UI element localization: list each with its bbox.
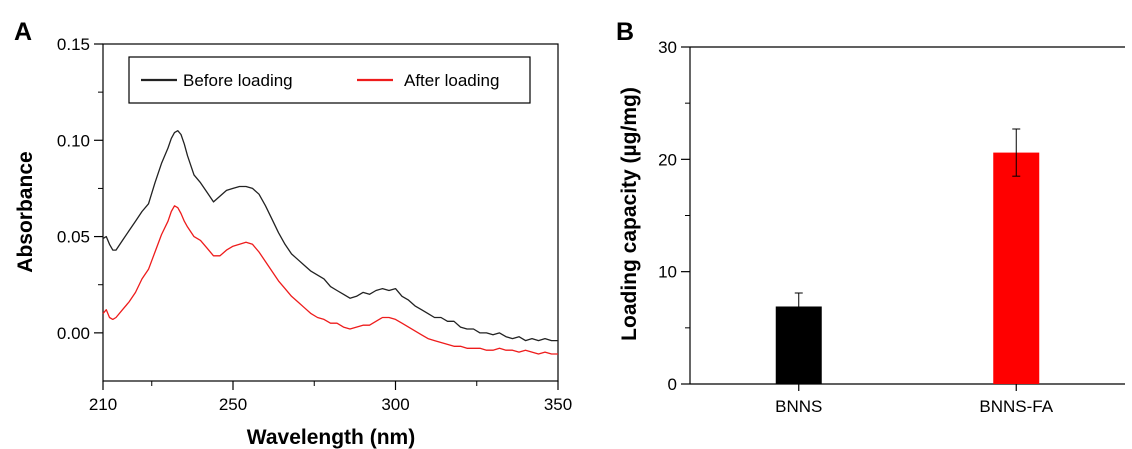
series-line-before-loading [102, 130, 558, 342]
y-tick-label: 0.15 [57, 35, 90, 54]
x-tick-label: 350 [544, 395, 572, 414]
legend-frame [128, 56, 531, 104]
panel-a: A 210 250 300 350 0.00 0.05 0.10 0.15 Before lo… [14, 18, 572, 449]
series-line-after-loading [102, 205, 558, 355]
x-tick-label: 250 [219, 395, 247, 414]
y-tick-label: 30 [658, 38, 677, 57]
x-tick-label: BNNS [775, 397, 822, 416]
x-tick-label: BNNS-FA [979, 397, 1053, 416]
panel-a-legend: Before loading After loading [128, 56, 531, 104]
panel-a-x-axis-title: Wavelength (nm) [247, 426, 415, 449]
y-tick-label: 10 [658, 263, 677, 282]
panel-a-tick-labels: 210 250 300 350 0.00 0.05 0.10 0.15 [57, 35, 572, 414]
y-tick-label: 0.10 [57, 131, 90, 150]
x-tick-label: 210 [89, 395, 117, 414]
panel-b-y-axis-title: Loading capacity (µg/mg) [618, 87, 641, 341]
panel-a-y-axis-title: Absorbance [14, 151, 37, 272]
legend-label-before-loading: Before loading [183, 71, 293, 90]
legend-label-after-loading: After loading [404, 71, 499, 90]
panel-a-series [102, 130, 558, 355]
y-tick-label: 0.05 [57, 228, 90, 247]
panel-b: B 0 10 20 30 BNNS BNNS-FA Loading capacity (µ… [616, 18, 1125, 416]
y-tick-label: 20 [658, 150, 677, 169]
panel-b-letter: B [616, 18, 634, 46]
panel-a-plot-frame [102, 43, 559, 382]
y-tick-label: 0 [668, 375, 677, 394]
y-tick-label: 0.00 [57, 324, 90, 343]
panel-b-bars [775, 128, 1040, 384]
panel-a-letter: A [14, 18, 32, 46]
x-tick-label: 300 [381, 395, 409, 414]
panel-a-ticks [94, 43, 559, 390]
panel-b-tick-labels: 0 10 20 30 BNNS BNNS-FA [658, 38, 1054, 416]
panel-b-ticks [681, 46, 1017, 391]
bar-bnns-fa [993, 152, 1040, 384]
